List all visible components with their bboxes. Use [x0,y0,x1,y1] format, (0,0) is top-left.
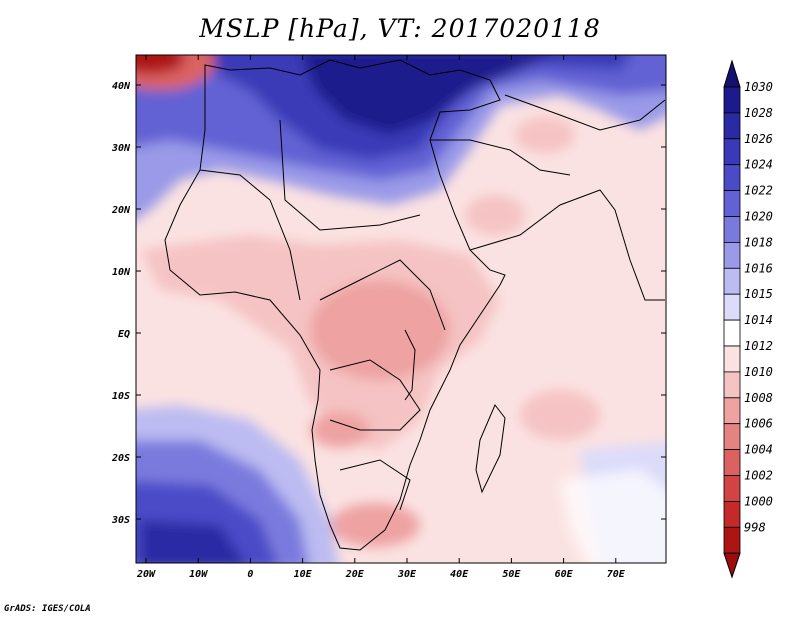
lat-tick-label: 20N [111,205,131,216]
grads-credit: GrADS: IGES/COLA [4,604,91,614]
colorbar-label: 1004 [744,443,773,457]
colorbar-swatch [723,449,741,476]
colorbar-swatch [723,190,741,217]
colorbar-label: 1020 [744,210,773,224]
colorbar-swatch [723,397,741,425]
colorbar-label: 1012 [744,339,773,353]
colorbar-swatch [723,267,741,295]
plot-frame [135,54,667,564]
colorbar-label: 1010 [744,365,773,379]
colorbar-swatch [723,86,741,114]
colorbar-top-arrow [723,59,741,88]
colorbar-swatch [723,423,741,451]
colorbar: 1030 1028 1026 1024 1022 1020 1018 1016 1015 1014… [723,59,773,579]
colorbar-swatch [723,241,741,269]
colorbar-label: 1008 [744,391,773,405]
lon-tick-label: 20E [345,569,365,580]
colorbar-swatch [723,112,741,140]
lon-tick-label: 0 [247,569,253,580]
colorbar-bottom-arrow [723,552,741,579]
lat-tick-label: EQ [118,329,130,340]
colorbar-label: 1016 [744,261,773,275]
pressure-field [136,55,666,563]
lat-tick-label: 30S [111,515,130,526]
colorbar-swatch [723,371,741,399]
lat-tick-label: 30N [111,143,131,154]
lat-tick-label: 10S [112,391,130,402]
colorbar-label: 1006 [744,417,773,431]
lat-tick-label: 40N [112,81,131,92]
colorbar-label: 1026 [744,132,773,146]
colorbar-label: 1000 [744,494,773,508]
colorbar-label: 1024 [744,158,773,172]
colorbar-label: 1030 [744,80,773,94]
colorbar-swatch [723,138,741,166]
colorbar-swatch [723,216,741,243]
lat-tick-label: 20S [111,453,130,464]
colorbar-label: 1028 [744,106,773,120]
coastlines [164,59,666,551]
colorbar-swatch [723,526,741,554]
lon-tick-label: 10E [294,569,313,580]
colorbar-label: 1018 [744,235,773,249]
lon-tick-label: 20W [136,569,156,580]
colorbar-label: 1015 [744,287,773,301]
colorbar-swatch [723,293,741,321]
colorbar-label: 1014 [744,313,773,327]
lon-tick-label: 30E [397,569,417,580]
lat-tick-label: 10N [112,267,131,278]
colorbar-label: 998 [744,520,766,534]
colorbar-swatch [723,500,741,528]
colorbar-label: 1022 [744,184,773,198]
map-title: MSLP [hPa], VT: 2017020118 [199,14,601,43]
colorbar-label: 1002 [744,469,773,483]
lon-tick-label: 60E [555,569,574,580]
lon-tick-label: 10W [189,569,208,580]
colorbar-swatch [723,319,741,347]
latitude-axis: 40N 30N 20N 10N EQ 10S 20S 30S [111,81,666,526]
lon-tick-label: 40E [450,569,469,580]
colorbar-swatch [723,164,741,191]
colorbar-swatch [723,345,741,373]
colorbar-swatch [723,475,741,502]
longitude-axis: 20W 10W 0 10E 20E 30E 40E 50E 60E 70E [136,55,626,580]
lon-tick-label: 50E [502,569,521,580]
lon-tick-label: 70E [607,569,626,580]
